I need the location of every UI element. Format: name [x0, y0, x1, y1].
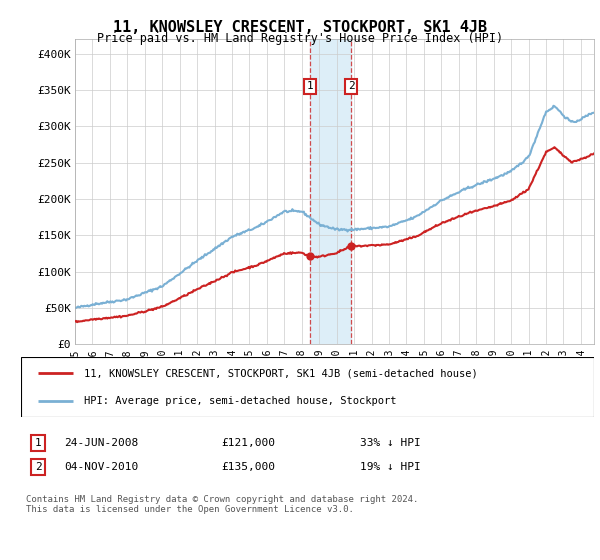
Text: 33% ↓ HPI: 33% ↓ HPI — [360, 438, 421, 448]
Text: Price paid vs. HM Land Registry's House Price Index (HPI): Price paid vs. HM Land Registry's House … — [97, 32, 503, 45]
Text: £121,000: £121,000 — [221, 438, 275, 448]
Text: 1: 1 — [307, 81, 313, 91]
Text: 24-JUN-2008: 24-JUN-2008 — [64, 438, 138, 448]
Bar — [310, 39, 351, 344]
Text: 11, KNOWSLEY CRESCENT, STOCKPORT, SK1 4JB (semi-detached house): 11, KNOWSLEY CRESCENT, STOCKPORT, SK1 4J… — [84, 368, 478, 378]
Text: 2: 2 — [348, 81, 355, 91]
Text: 19% ↓ HPI: 19% ↓ HPI — [360, 462, 421, 472]
Text: HPI: Average price, semi-detached house, Stockport: HPI: Average price, semi-detached house,… — [84, 396, 397, 406]
Text: 04-NOV-2010: 04-NOV-2010 — [64, 462, 138, 472]
Text: £135,000: £135,000 — [221, 462, 275, 472]
FancyBboxPatch shape — [21, 357, 594, 417]
Text: 11, KNOWSLEY CRESCENT, STOCKPORT, SK1 4JB: 11, KNOWSLEY CRESCENT, STOCKPORT, SK1 4J… — [113, 20, 487, 35]
Text: Contains HM Land Registry data © Crown copyright and database right 2024.
This d: Contains HM Land Registry data © Crown c… — [26, 495, 418, 514]
Text: 1: 1 — [35, 438, 41, 448]
Text: 2: 2 — [35, 462, 41, 472]
